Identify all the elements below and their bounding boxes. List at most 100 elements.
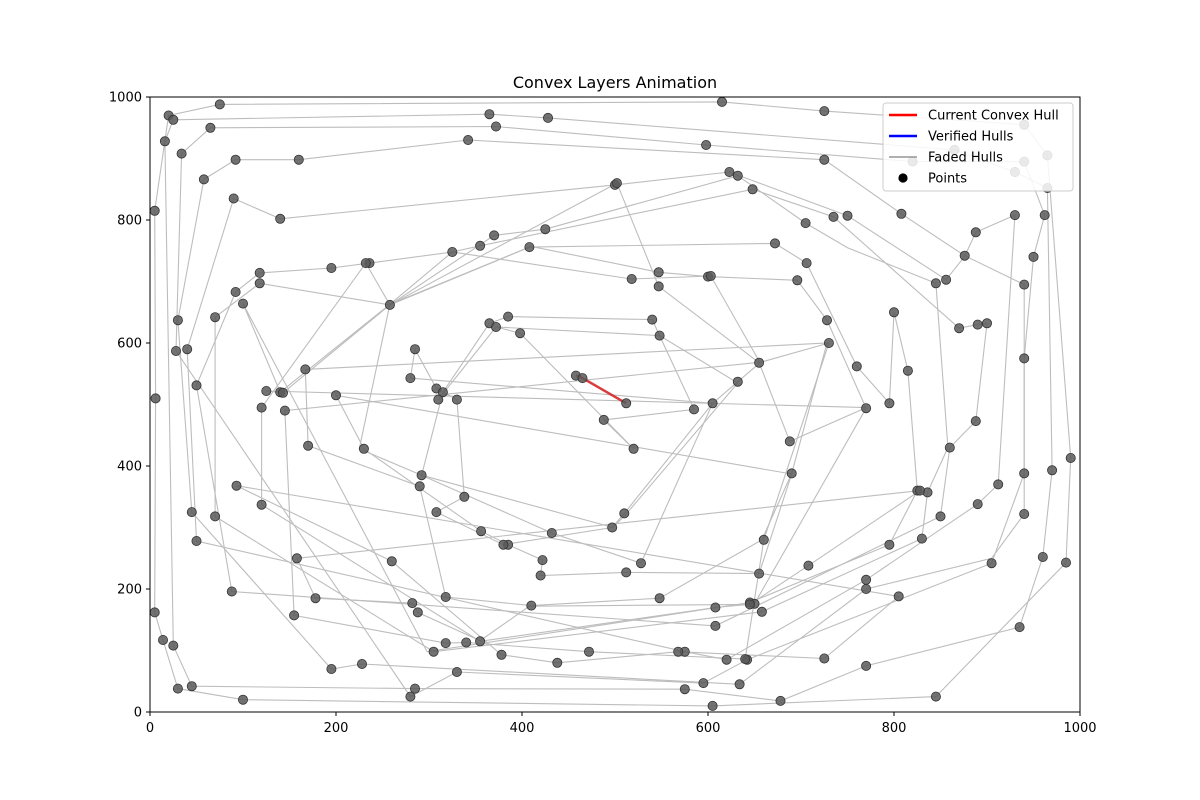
y-tick-label: 800 — [117, 214, 142, 229]
data-point — [710, 602, 721, 613]
data-point — [279, 405, 290, 416]
data-point — [310, 593, 321, 604]
data-point — [356, 659, 367, 670]
data-point — [734, 679, 745, 690]
legend-label: Verified Hulls — [928, 130, 1014, 145]
data-point — [770, 238, 781, 249]
data-point — [707, 398, 718, 409]
data-point — [231, 480, 242, 491]
data-point — [654, 593, 665, 604]
plot-frame — [149, 96, 1081, 713]
data-point — [1019, 468, 1030, 479]
data-point — [972, 499, 983, 510]
data-point — [405, 691, 416, 702]
data-point — [721, 654, 732, 665]
faded-hull-5 — [195, 188, 988, 627]
data-point — [254, 278, 265, 289]
data-point — [930, 691, 941, 702]
data-point — [710, 620, 721, 631]
data-point — [972, 319, 983, 330]
data-point — [291, 553, 302, 564]
y-tick-label: 400 — [117, 460, 142, 475]
data-point — [440, 592, 451, 603]
data-point — [416, 470, 427, 481]
data-point — [503, 311, 514, 322]
data-point — [159, 136, 170, 147]
data-point — [851, 361, 862, 372]
data-point — [636, 558, 647, 569]
data-point — [149, 607, 160, 618]
data-point — [611, 178, 622, 189]
data-point — [1065, 452, 1076, 463]
data-point — [451, 394, 462, 405]
data-point — [182, 344, 193, 355]
faded-hull-3 — [177, 139, 1025, 685]
data-point — [543, 112, 554, 123]
data-point — [176, 148, 187, 159]
x-tick-label: 0 — [146, 721, 154, 736]
data-point — [358, 443, 369, 454]
data-point — [775, 695, 786, 706]
data-point — [157, 635, 168, 646]
plot-area — [149, 96, 1076, 711]
data-point — [756, 606, 767, 617]
data-point — [621, 398, 632, 409]
data-point — [191, 380, 202, 391]
data-point — [986, 558, 997, 569]
data-point — [409, 344, 420, 355]
data-point — [384, 299, 395, 310]
x-tick-label: 1000 — [1063, 721, 1096, 736]
data-point — [786, 468, 797, 479]
faded-hull-9 — [261, 245, 867, 642]
data-point — [654, 330, 665, 341]
data-point — [717, 96, 728, 107]
data-point — [732, 170, 743, 181]
data-point — [819, 154, 830, 165]
data-point — [861, 574, 872, 585]
data-point — [386, 556, 397, 567]
legend-label: Faded Hulls — [928, 151, 1003, 166]
data-point — [490, 121, 501, 132]
data-point — [707, 700, 718, 711]
data-point — [607, 522, 618, 533]
data-point — [819, 106, 830, 117]
data-point — [982, 318, 993, 329]
data-point — [552, 657, 563, 668]
data-point — [893, 591, 904, 602]
data-point — [889, 307, 900, 318]
data-point — [619, 508, 630, 519]
chart-title: Convex Layers Animation — [513, 73, 717, 92]
data-point — [842, 210, 853, 221]
data-point — [698, 678, 709, 689]
data-point — [191, 536, 202, 547]
data-point — [170, 345, 181, 356]
data-point — [440, 638, 451, 649]
faded-hull-6 — [214, 175, 949, 653]
data-point — [896, 208, 907, 219]
data-point — [954, 323, 965, 334]
data-point — [628, 443, 639, 454]
data-point — [754, 357, 765, 368]
y-tick-label: 1000 — [109, 91, 142, 106]
data-point — [653, 267, 664, 278]
data-point — [431, 507, 442, 518]
data-point — [884, 539, 895, 550]
data-point — [732, 376, 743, 387]
data-point — [484, 109, 495, 120]
data-point — [205, 122, 216, 133]
y-axis: 0 200 400 600 800 1000 — [109, 91, 150, 721]
data-point — [226, 586, 237, 597]
x-axis: 0 200 400 600 800 1000 — [146, 712, 1097, 736]
data-point — [172, 315, 183, 326]
data-point — [330, 390, 341, 401]
data-point — [172, 683, 183, 694]
x-tick-label: 200 — [324, 721, 349, 736]
data-point — [819, 653, 830, 664]
data-point — [902, 365, 913, 376]
data-point — [407, 598, 418, 609]
data-point — [747, 184, 758, 195]
data-point — [744, 599, 755, 610]
data-point — [237, 298, 248, 309]
faded-hull-7 — [242, 242, 918, 653]
